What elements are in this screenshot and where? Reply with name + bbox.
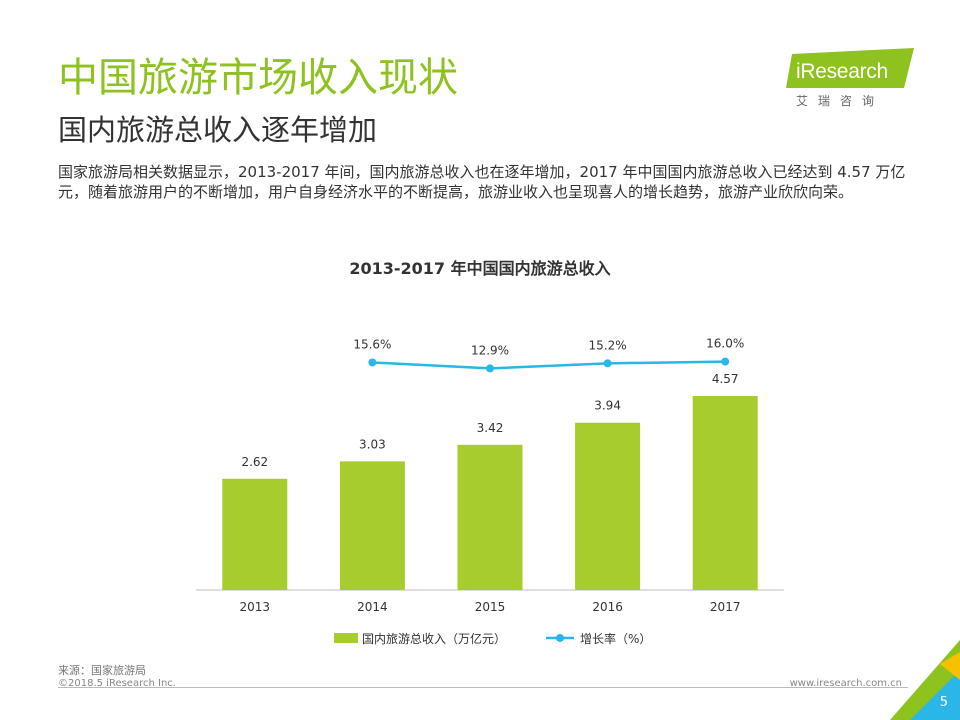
iresearch-logo: iResearch 艾瑞咨询 [786,48,916,110]
bar-2014 [339,461,405,590]
legend-line-marker [556,634,564,642]
growth-rate-point-2015 [486,364,494,373]
chart-title: 2013-2017 年中国国内旅游总收入 [349,259,611,278]
corner-decoration-icon [890,640,960,720]
x-tick-label: 2014 [357,600,388,614]
bar-2017 [692,396,758,590]
page-subtitle: 国内旅游总收入逐年增加 [58,113,378,147]
x-tick-label: 2017 [710,600,741,614]
bar-value-label: 3.42 [477,421,504,435]
website-text: www.iresearch.com.cn [789,678,902,689]
logo-chinese: 艾瑞咨询 [796,94,885,108]
description-text: 国家旅游局相关数据显示，2013-2017 年间，国内旅游总收入也在逐年增加，2… [58,163,906,201]
copyright-text: ©2018.5 iResearch Inc. [58,678,176,689]
x-tick-label: 2013 [240,600,271,614]
bar-2015 [457,444,523,590]
bar-value-label: 3.03 [359,437,386,451]
growth-rate-line [372,360,726,370]
growth-rate-label: 16.0% [706,337,744,351]
bar-2013 [222,478,288,590]
logo-wordmark: iResearch [796,60,888,83]
x-tick-label: 2016 [592,600,623,614]
growth-rate-point-2017 [721,357,730,366]
growth-rate-point-2016 [603,359,612,368]
bar-value-label: 2.62 [241,455,268,469]
bar-value-label: 3.94 [594,399,621,413]
legend-bar-swatch [334,633,358,643]
page-number: 5 [939,695,948,710]
legend-bar-label: 国内旅游总收入（万亿元） [362,631,506,646]
logo-badge-icon [786,48,914,88]
growth-rate-label: 12.9% [471,343,509,357]
growth-rate-label: 15.6% [353,337,391,351]
footer-divider [58,687,908,688]
bar-2016 [575,422,641,590]
source-note: 来源：国家旅游局 [58,664,146,677]
legend-line-label: 增长率（%） [580,631,651,646]
growth-rate-point-2014 [368,358,377,367]
x-tick-label: 2015 [475,600,506,614]
bar-value-label: 4.57 [712,372,739,386]
page-title: 中国旅游市场收入现状 [58,55,458,101]
growth-rate-label: 15.2% [589,338,627,352]
